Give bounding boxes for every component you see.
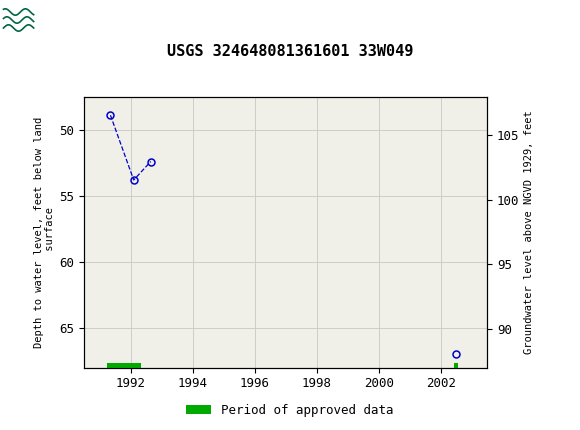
- Text: USGS: USGS: [38, 10, 97, 30]
- Legend: Period of approved data: Period of approved data: [181, 399, 399, 421]
- Y-axis label: Depth to water level, feet below land
 surface: Depth to water level, feet below land su…: [34, 117, 55, 348]
- Y-axis label: Groundwater level above NGVD 1929, feet: Groundwater level above NGVD 1929, feet: [524, 111, 534, 354]
- Bar: [3, 3, 35, 37]
- Bar: [107, 363, 142, 368]
- Bar: [454, 363, 458, 368]
- Text: USGS 324648081361601 33W049: USGS 324648081361601 33W049: [167, 44, 413, 59]
